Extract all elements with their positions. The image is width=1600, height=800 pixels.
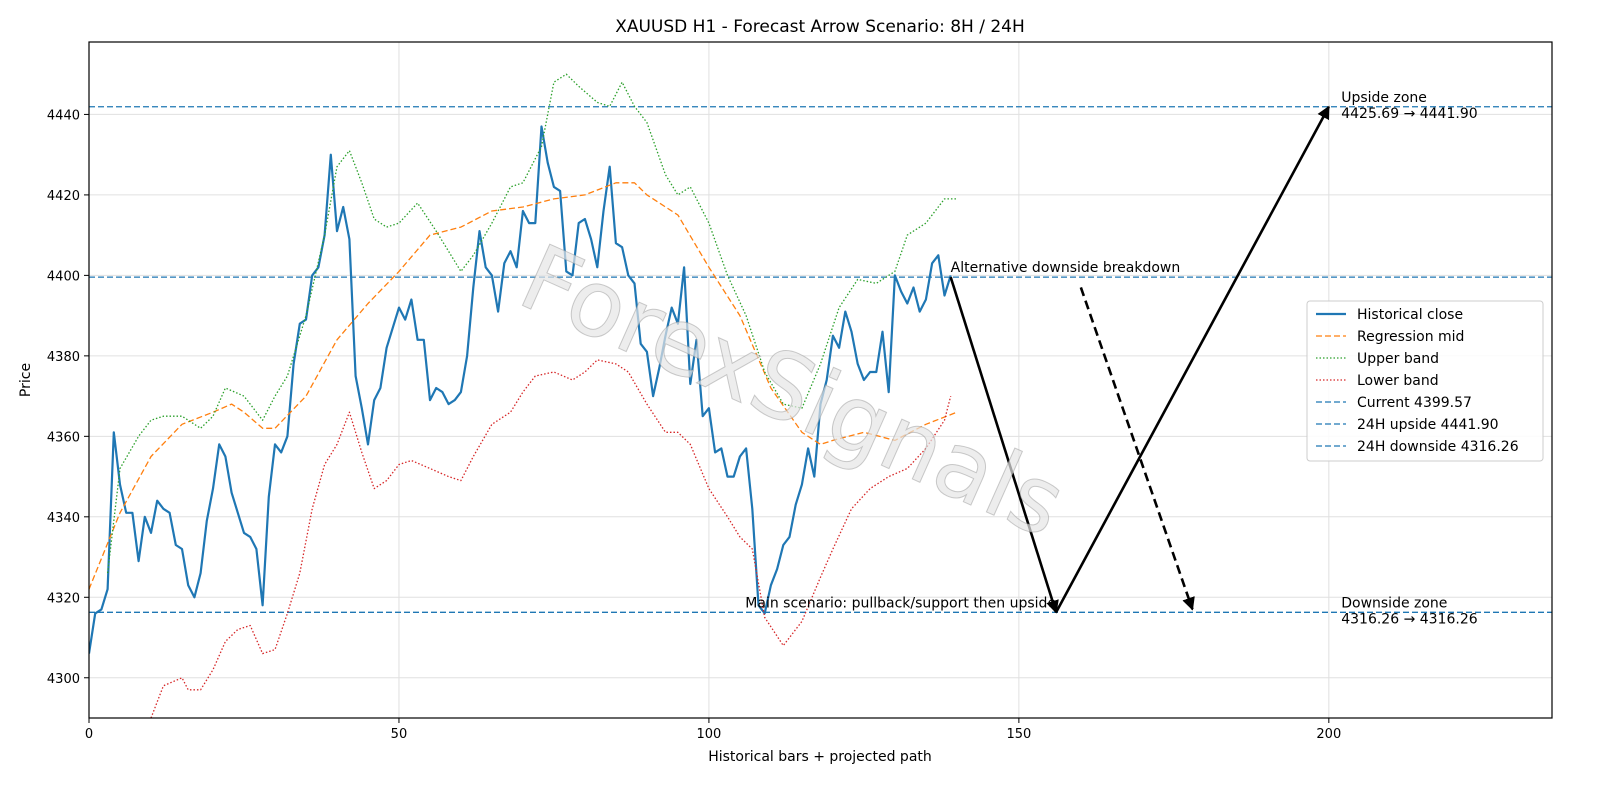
y-axis-label: Price: [18, 363, 34, 397]
horizontal-levels: [89, 106, 1552, 613]
y-tick-label: 4380: [47, 350, 80, 365]
series-line: [106, 73, 957, 574]
y-tick-label: 4340: [47, 511, 80, 526]
annotation-label: Upside zone: [1341, 90, 1427, 106]
axis-ticks: 0 50 100 150 200 4300 4320 4340 4360 4380 4400 4420…: [47, 108, 1341, 742]
x-tick-label: 0: [85, 727, 93, 742]
legend-label: Historical close: [1357, 307, 1463, 323]
legend-label: Regression mid: [1357, 329, 1464, 345]
series-line: [150, 359, 952, 718]
x-tick-label: 200: [1316, 727, 1341, 742]
legend-label: Upper band: [1357, 351, 1439, 367]
series-line: [89, 125, 952, 654]
annotation-label: Alternative downside breakdown: [951, 260, 1181, 276]
scenario-arrow: [1079, 287, 1195, 611]
y-tick-label: 4420: [47, 189, 80, 204]
legend-label: Current 4399.57: [1357, 395, 1472, 411]
x-tick-label: 150: [1006, 727, 1031, 742]
y-tick-label: 4320: [47, 591, 80, 606]
annotation-range: 4425.69 → 4441.90: [1341, 106, 1477, 122]
y-tick-label: 4300: [47, 672, 80, 687]
legend-box: [1306, 300, 1544, 462]
annotations: Alternative downside breakdown Main scena…: [745, 90, 1477, 628]
chart-title: XAUUSD H1 - Forecast Arrow Scenario: 8H …: [615, 17, 1025, 37]
legend: Historical close Regression mid Upper band…: [1306, 300, 1544, 462]
x-axis-label: Historical bars + projected path: [708, 749, 932, 765]
y-tick-label: 4360: [47, 430, 80, 445]
legend-label: 24H upside 4441.90: [1357, 417, 1499, 433]
y-tick-label: 4400: [47, 269, 80, 284]
series-lines: [89, 73, 958, 718]
legend-label: Lower band: [1357, 373, 1439, 389]
scenario-arrow: [1054, 105, 1330, 613]
annotation-label: Main scenario: pullback/support then ups…: [745, 595, 1056, 611]
series-line: [89, 182, 958, 590]
legend-label: 24H downside 4316.26: [1357, 439, 1519, 455]
scenario-arrow: [949, 276, 1059, 614]
x-tick-label: 50: [391, 727, 408, 742]
plot-frame: [88, 41, 1553, 719]
x-tick-label: 100: [697, 727, 722, 742]
annotation-label: Downside zone: [1341, 595, 1447, 611]
y-tick-label: 4440: [47, 108, 80, 123]
scenario-arrows: [949, 105, 1330, 614]
annotation-range: 4316.26 → 4316.26: [1341, 611, 1478, 627]
